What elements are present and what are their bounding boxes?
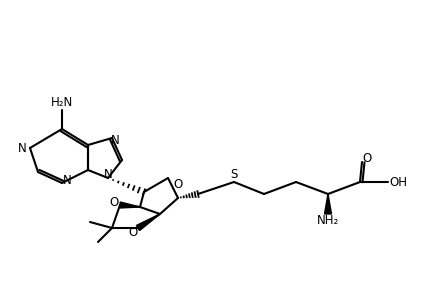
Text: O: O	[110, 197, 119, 210]
Text: O: O	[173, 179, 183, 191]
Text: NH₂: NH₂	[317, 215, 339, 228]
Text: N: N	[104, 168, 112, 180]
Polygon shape	[120, 202, 140, 208]
Text: O: O	[363, 151, 372, 164]
Text: H₂N: H₂N	[51, 96, 73, 109]
Text: O: O	[128, 226, 138, 239]
Text: N: N	[110, 135, 119, 147]
Text: S: S	[230, 168, 238, 180]
Polygon shape	[324, 194, 331, 214]
Text: N: N	[18, 142, 26, 155]
Polygon shape	[136, 214, 160, 230]
Text: OH: OH	[389, 175, 407, 188]
Text: N: N	[62, 175, 71, 188]
